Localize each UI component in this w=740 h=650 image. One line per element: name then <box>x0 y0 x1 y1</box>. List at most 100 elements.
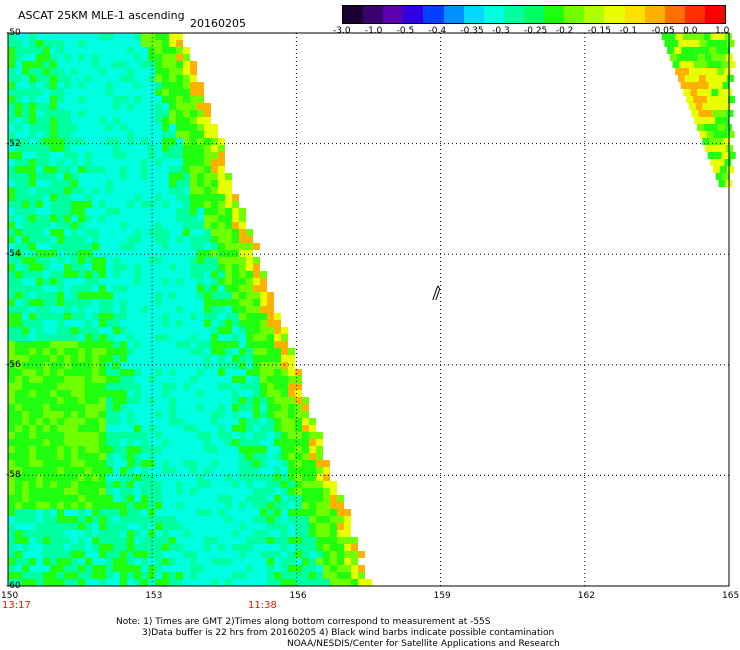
swath-cell <box>155 572 162 579</box>
swath-cell <box>724 159 732 166</box>
swath-cell <box>127 467 134 474</box>
footnote-line-2: 3)Data buffer is 22 hrs from 20160205 4)… <box>142 628 555 638</box>
swath-cell <box>274 446 281 453</box>
swath-cell <box>204 236 211 243</box>
swath-cell <box>169 222 176 229</box>
swath-cell <box>106 474 113 481</box>
swath-cell <box>15 341 22 348</box>
swath-cell <box>85 96 92 103</box>
swath-cell <box>260 341 267 348</box>
swath-cell <box>78 488 85 495</box>
swath-cell <box>204 488 211 495</box>
swath-cell <box>134 278 141 285</box>
swath-cell <box>211 502 218 509</box>
swath-cell <box>267 558 274 565</box>
swath-cell <box>127 397 134 404</box>
swath-cell <box>148 453 155 460</box>
swath-cell <box>22 306 29 313</box>
swath-cell <box>288 530 295 537</box>
swath-cell <box>57 285 64 292</box>
swath-cell <box>64 194 71 201</box>
swath-cell <box>113 313 120 320</box>
latitude-tick-label: -54 <box>6 249 21 260</box>
swath-cell <box>106 201 113 208</box>
swath-cell <box>8 159 15 166</box>
swath-cell <box>267 495 274 502</box>
swath-cell <box>155 194 162 201</box>
swath-cell <box>715 82 723 89</box>
colorbar-swatch <box>544 6 565 23</box>
swath-cell <box>260 460 267 467</box>
swath-cell <box>218 467 225 474</box>
swath-cell <box>120 264 127 271</box>
swath-cell <box>155 131 162 138</box>
swath-cell <box>134 425 141 432</box>
swath-cell <box>134 103 141 110</box>
swath-cell <box>253 579 260 586</box>
swath-cell <box>99 460 106 467</box>
swath-cell <box>723 103 731 110</box>
swath-cell <box>134 474 141 481</box>
swath-cell <box>43 61 50 68</box>
swath-cell <box>190 565 197 572</box>
swath-cell <box>141 33 148 40</box>
swath-cell <box>691 75 699 82</box>
swath-cell <box>232 502 239 509</box>
swath-cell <box>43 159 50 166</box>
swath-cell <box>183 215 190 222</box>
swath-cell <box>225 187 232 194</box>
swath-cell <box>225 502 232 509</box>
swath-cell <box>197 362 204 369</box>
swath-cell <box>22 418 29 425</box>
swath-cell <box>169 201 176 208</box>
swath-cell <box>29 278 36 285</box>
swath-cell <box>78 432 85 439</box>
swath-cell <box>99 103 106 110</box>
swath-cell <box>724 68 732 75</box>
swath-cell <box>78 425 85 432</box>
swath-cell <box>64 341 71 348</box>
swath-cell <box>43 362 50 369</box>
swath-cell <box>211 516 218 523</box>
swath-cell <box>169 236 176 243</box>
swath-cell <box>155 397 162 404</box>
swath-cell <box>64 110 71 117</box>
swath-cell <box>281 460 288 467</box>
swath-cell <box>190 236 197 243</box>
swath-cell <box>50 166 57 173</box>
swath-cell <box>169 425 176 432</box>
swath-cell <box>295 523 302 530</box>
swath-cell <box>260 425 267 432</box>
swath-cell <box>92 145 99 152</box>
swath-cell <box>694 117 702 124</box>
swath-cell <box>106 404 113 411</box>
swath-cell <box>78 397 85 404</box>
colorbar-swatch <box>503 6 524 23</box>
swath-cell <box>50 453 57 460</box>
swath-cell <box>197 89 204 96</box>
swath-cell <box>134 33 141 40</box>
swath-cell <box>162 516 169 523</box>
swath-cell <box>113 131 120 138</box>
swath-cell <box>8 397 15 404</box>
swath-cell <box>85 516 92 523</box>
swath-cell <box>232 222 239 229</box>
swath-cell <box>22 271 29 278</box>
swath-cell <box>71 397 78 404</box>
swath-cell <box>92 453 99 460</box>
swath-cell <box>225 229 232 236</box>
swath-cell <box>274 544 281 551</box>
swath-cell <box>15 348 22 355</box>
swath-cell <box>204 516 211 523</box>
swath-cell <box>134 173 141 180</box>
swath-cell <box>36 488 43 495</box>
swath-cell <box>15 537 22 544</box>
swath-cell <box>162 453 169 460</box>
swath-cell <box>710 159 718 166</box>
swath-cell <box>316 579 323 586</box>
colorbar-swatch <box>443 6 464 23</box>
swath-cell <box>323 530 330 537</box>
swath-cell <box>36 544 43 551</box>
swath-cell <box>8 551 15 558</box>
swath-cell <box>190 159 197 166</box>
